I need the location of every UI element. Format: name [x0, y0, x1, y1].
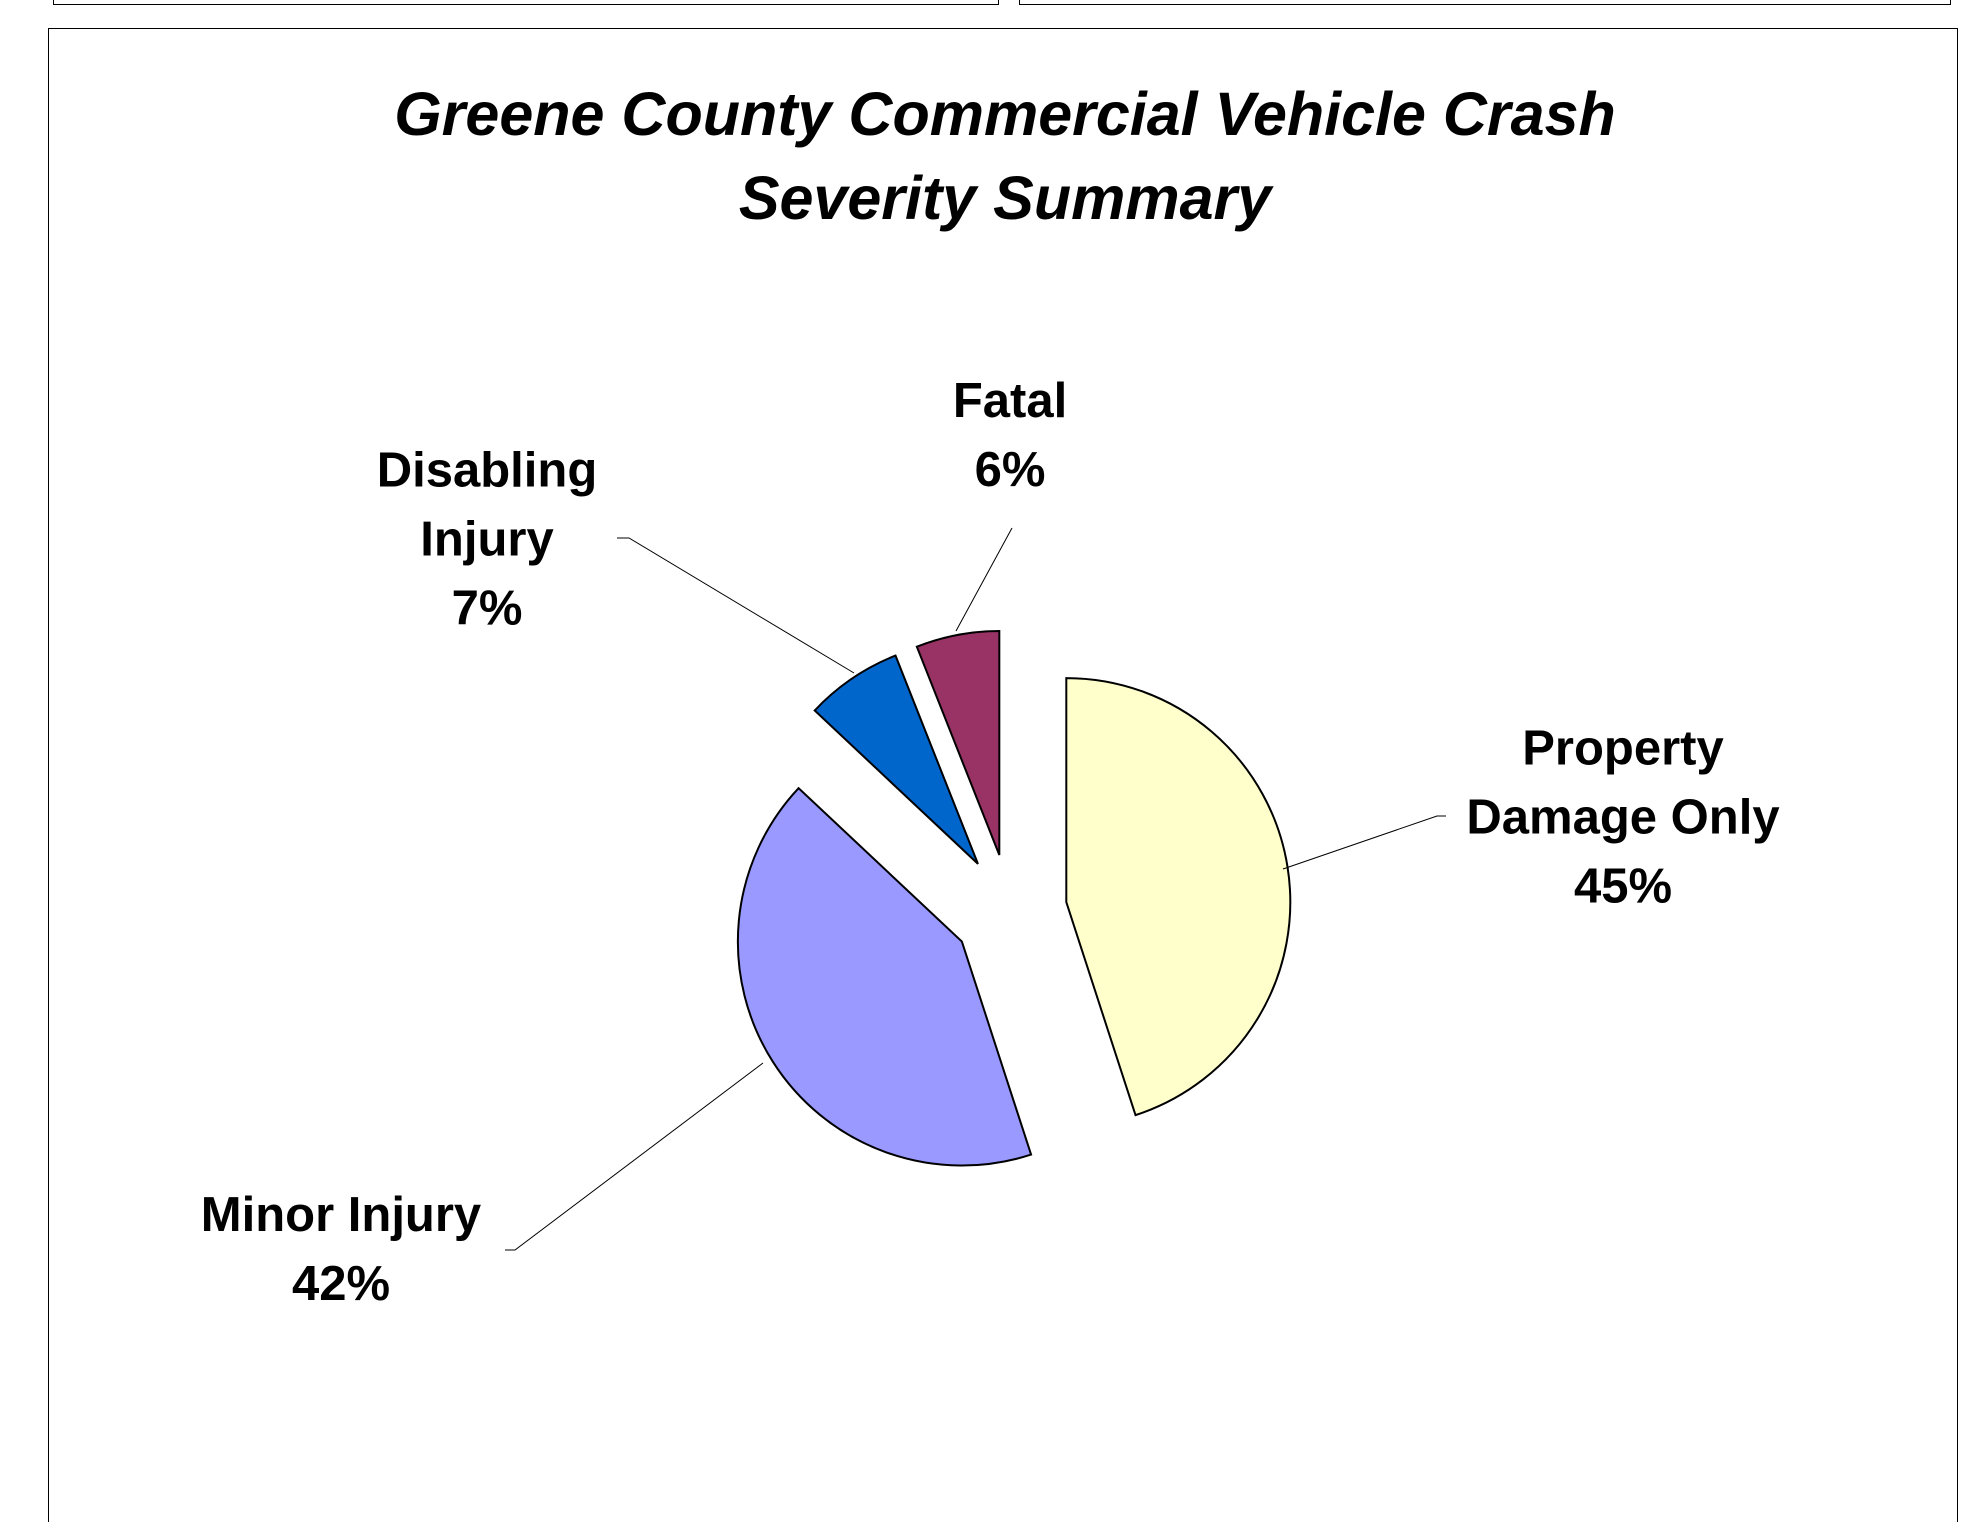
slice-value: 6%: [974, 443, 1046, 497]
pie-slice: [736, 786, 1033, 1167]
leader-line: [1282, 815, 1446, 870]
slice-name: Minor Injury: [200, 1188, 482, 1242]
data-label: Fatal 6%: [910, 367, 1110, 505]
data-label: Minor Injury 42%: [131, 1181, 551, 1319]
data-label: Property Damage Only 45%: [1443, 715, 1803, 922]
pie-slice: [1065, 677, 1292, 1117]
leader-line: [617, 537, 855, 674]
data-label: Disabling Injury 7%: [357, 437, 617, 644]
pie-slice: [813, 654, 979, 865]
slice-name: Fatal: [952, 374, 1068, 428]
slice-name: Disabling Injury: [376, 443, 598, 567]
slice-value: 7%: [451, 581, 523, 636]
panel-border: [53, 0, 999, 5]
leader-line: [505, 1062, 764, 1251]
slice-value: 42%: [291, 1257, 391, 1311]
chart-frame: [48, 28, 1958, 1522]
pie-slice: [915, 630, 1001, 856]
slice-name: Property Damage Only: [1466, 721, 1780, 845]
chart-title: Greene County Commercial Vehicle Crash S…: [394, 80, 1616, 232]
leader-line: [955, 527, 1013, 632]
panel-border: [1019, 0, 1951, 5]
slice-value: 45%: [1573, 859, 1673, 914]
